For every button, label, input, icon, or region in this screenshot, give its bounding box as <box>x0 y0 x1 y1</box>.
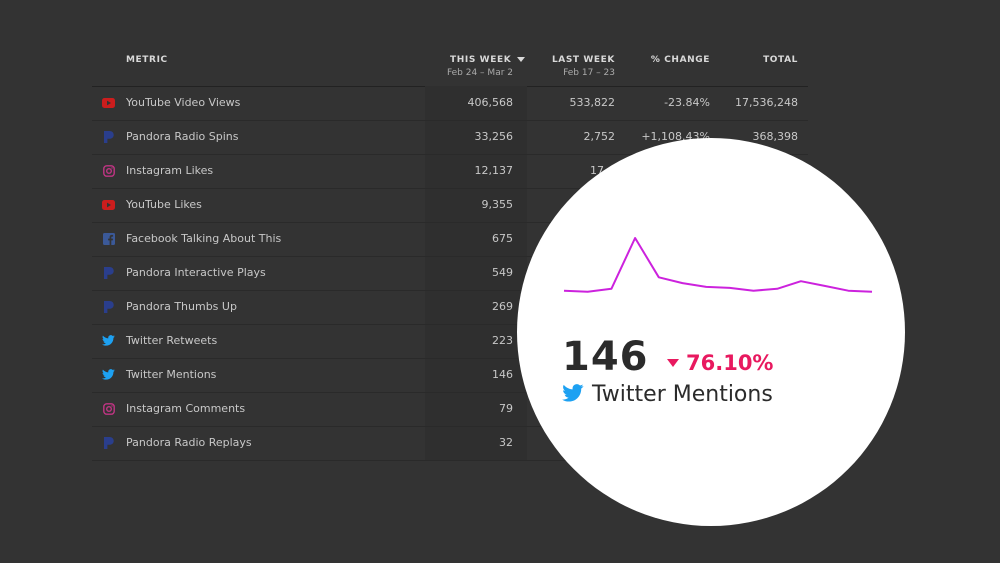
metric-label: Twitter Retweets <box>126 334 218 347</box>
table-row[interactable]: Facebook Talking About This 675 <box>92 222 808 257</box>
instagram-icon <box>102 402 115 415</box>
header-this-week-label: THIS WEEK <box>450 55 512 65</box>
last-week-value: 2,752 <box>583 130 616 143</box>
metric-label: YouTube Video Views <box>126 96 241 109</box>
table-row[interactable]: Twitter Mentions 146 <box>92 358 808 393</box>
table-row[interactable]: Pandora Interactive Plays 549 <box>92 256 808 291</box>
this-week-value: 675 <box>492 232 513 245</box>
metric-label: Twitter Mentions <box>126 368 217 381</box>
sorted-column-highlight <box>425 86 527 460</box>
metric-label: Pandora Interactive Plays <box>126 266 266 279</box>
total-value: 17,536,248 <box>735 96 798 109</box>
metric-label: Facebook Talking About This <box>126 232 282 245</box>
table-row[interactable]: Instagram Likes12,13717… <box>92 154 808 189</box>
this-week-value: 146 <box>492 368 513 381</box>
zoom-metric: Twitter Mentions <box>562 382 773 407</box>
pandora-icon <box>102 130 115 143</box>
table-row[interactable]: Pandora Radio Spins 33,256 2,752 +1,108.43%… <box>92 120 808 155</box>
last-week-value: 533,822 <box>569 96 616 109</box>
table-row[interactable]: Pandora Thumbs Up 269 <box>92 290 808 325</box>
zoom-delta-value: 76.10% <box>686 351 774 375</box>
this-week-value: 406,568 <box>467 96 514 109</box>
this-week-value: 79 <box>499 402 513 415</box>
sparkline-series <box>563 237 873 293</box>
table-row[interactable]: Instagram Comments 79 <box>92 392 808 427</box>
header-last-week[interactable]: LAST WEEK <box>551 55 615 65</box>
metric-label: Pandora Radio Replays <box>126 436 252 449</box>
pandora-icon <box>102 300 115 313</box>
this-week-value: 32 <box>499 436 513 449</box>
change-value: -23.84% <box>664 96 710 109</box>
this-week-value: 9,355 <box>481 198 514 211</box>
zoom-delta: 76.10% <box>667 351 773 375</box>
this-week-value: 269 <box>492 300 513 313</box>
header-change[interactable]: % CHANGE <box>650 55 710 65</box>
zoom-callout: 146 76.10% Twitter Mentions <box>517 138 905 526</box>
sparkline-chart <box>563 237 873 293</box>
twitter-icon <box>562 383 584 406</box>
down-triangle-icon <box>667 359 679 367</box>
youtube-icon <box>102 198 115 211</box>
metric-label: Instagram Comments <box>126 402 246 415</box>
metric-label: Instagram Likes <box>126 164 214 177</box>
zoom-value: 146 <box>562 334 649 380</box>
header-this-week-range: Feb 24 – Mar 2 <box>446 68 513 78</box>
pandora-icon <box>102 436 115 449</box>
header-this-week[interactable]: THIS WEEK <box>442 55 525 65</box>
twitter-icon <box>102 368 115 381</box>
header-total[interactable]: TOTAL <box>763 55 798 65</box>
twitter-icon <box>102 334 115 347</box>
sort-down-icon <box>517 57 525 62</box>
zoom-metric-label: Twitter Mentions <box>592 382 773 407</box>
youtube-icon <box>102 96 115 109</box>
table-row[interactable]: YouTube Likes 9,355 <box>92 188 808 223</box>
table-row[interactable]: Pandora Radio Replays 32 <box>92 426 808 461</box>
metric-label: Pandora Thumbs Up <box>126 300 237 313</box>
header-last-week-range: Feb 17 – 23 <box>563 68 615 78</box>
pandora-icon <box>102 266 115 279</box>
metric-label: Pandora Radio Spins <box>126 130 239 143</box>
table-row[interactable]: YouTube Video Views 406,568 533,822 -23.84%… <box>92 86 808 121</box>
this-week-value: 223 <box>492 334 513 347</box>
this-week-value: 33,256 <box>474 130 514 143</box>
header-metric[interactable]: METRIC <box>126 55 168 65</box>
table-row[interactable]: Twitter Retweets 223 <box>92 324 808 359</box>
instagram-icon <box>102 164 115 177</box>
this-week-value: 12,137 <box>474 164 514 177</box>
facebook-icon <box>102 232 115 245</box>
table-header: METRIC THIS WEEK Feb 24 – Mar 2 LAST WEE… <box>92 50 808 87</box>
this-week-value: 549 <box>492 266 513 279</box>
total-value: 368,398 <box>752 130 799 143</box>
metric-label: YouTube Likes <box>126 198 202 211</box>
